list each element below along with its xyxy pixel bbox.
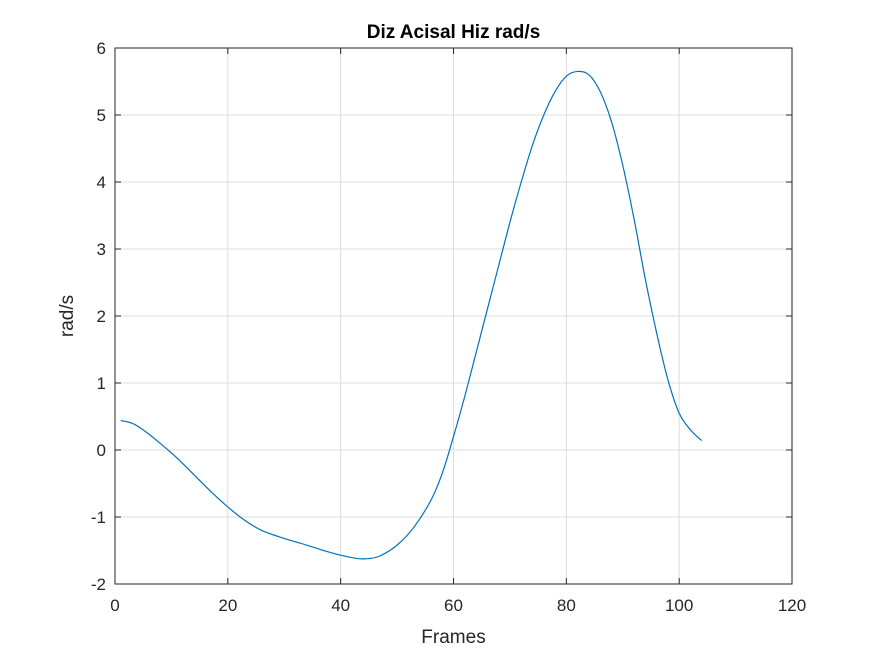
y-tick-label: 1 <box>97 374 106 393</box>
y-tick-label: 0 <box>97 441 106 460</box>
y-tick-label: 4 <box>97 173 106 192</box>
x-tick-label: 20 <box>218 596 237 615</box>
x-axis-label: Frames <box>421 627 485 648</box>
y-tick-label: 6 <box>97 39 106 58</box>
y-tick-label: 3 <box>97 240 106 259</box>
x-tick-label: 80 <box>557 596 576 615</box>
x-tick-label: 0 <box>110 596 119 615</box>
x-tick-label: 100 <box>665 596 693 615</box>
x-tick-label: 120 <box>778 596 806 615</box>
series-line <box>120 70 703 560</box>
x-tick-label: 60 <box>444 596 463 615</box>
series-layer <box>120 70 703 560</box>
y-tick-label: -2 <box>91 575 106 594</box>
x-tick-label: 40 <box>331 596 350 615</box>
y-tick-label: 5 <box>97 106 106 125</box>
y-tick-label: -1 <box>91 508 106 527</box>
y-tick-label: 2 <box>97 307 106 326</box>
y-axis-label: rad/s <box>57 295 78 337</box>
chart-title: Diz Acisal Hiz rad/s <box>367 22 541 43</box>
ticks: 0 20 40 60 80 100 120 -2 -1 0 1 2 3 4 5 6 <box>91 39 806 615</box>
